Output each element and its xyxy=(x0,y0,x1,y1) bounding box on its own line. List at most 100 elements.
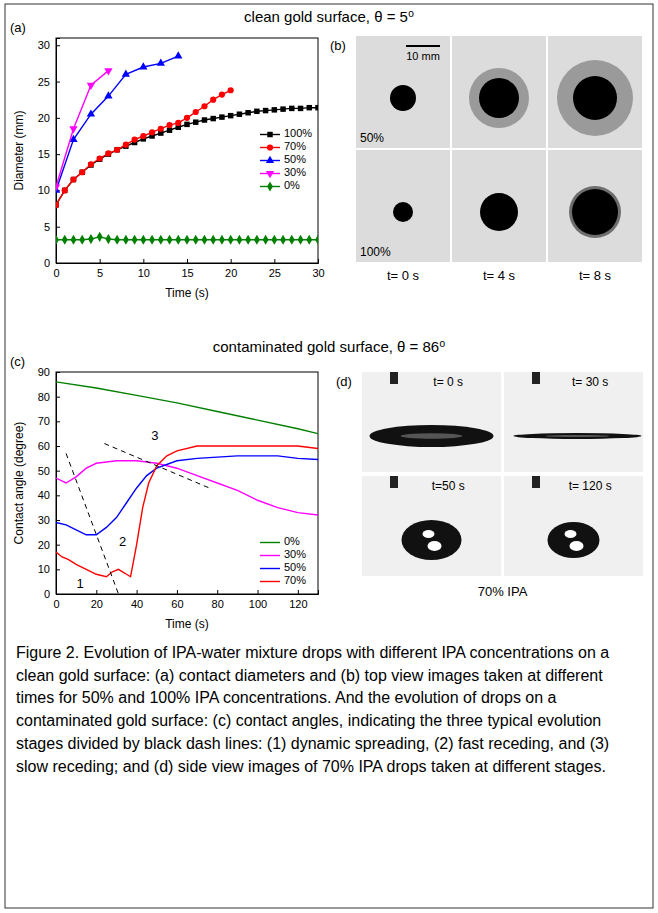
time-label: t=50 s xyxy=(432,479,465,493)
marker xyxy=(139,62,147,69)
tick: 10 xyxy=(138,259,150,279)
x-axis: 051015202530 xyxy=(53,259,324,279)
tick: 15 xyxy=(38,148,60,160)
tick: 0 xyxy=(44,588,60,600)
chart: 051015202530051015202530Time (s)Diameter… xyxy=(10,20,325,300)
photo xyxy=(548,150,642,262)
tick-label: 40 xyxy=(131,598,143,610)
needle xyxy=(390,476,398,488)
tick: 25 xyxy=(269,259,281,279)
marker xyxy=(70,176,76,182)
tick-mark xyxy=(318,259,319,263)
tick-mark xyxy=(137,590,138,594)
tick-label: 15 xyxy=(38,148,50,160)
tick-label: 0 xyxy=(44,588,50,600)
marker xyxy=(97,155,103,161)
tick-mark xyxy=(187,259,188,263)
tick-mark xyxy=(298,590,299,594)
series-line xyxy=(56,382,318,434)
marker xyxy=(263,108,268,113)
time-label: t= 4 s xyxy=(483,268,516,283)
legend-item: 50% xyxy=(260,153,306,165)
stage-divider xyxy=(104,444,209,488)
marker xyxy=(263,235,269,245)
legend-item: 0% xyxy=(260,179,300,191)
needle xyxy=(532,476,540,488)
marker xyxy=(71,177,76,182)
row-label: 50% xyxy=(360,131,384,145)
marker xyxy=(202,235,208,245)
tick-mark xyxy=(56,569,60,570)
photo-ground xyxy=(504,476,643,576)
tick: 25 xyxy=(38,76,60,88)
time-label: t= 8 s xyxy=(579,268,612,283)
spreading-film xyxy=(469,68,529,128)
photo xyxy=(452,36,546,148)
marker xyxy=(228,113,233,118)
marker xyxy=(228,235,234,245)
marker xyxy=(149,129,155,135)
tick-label: 15 xyxy=(181,267,193,279)
photo-ground xyxy=(362,476,501,576)
tick-mark xyxy=(56,372,60,373)
marker xyxy=(97,232,103,242)
tick-label: 60 xyxy=(171,598,183,610)
tick-mark xyxy=(56,471,60,472)
marker xyxy=(254,235,260,245)
tick-label: 30 xyxy=(312,267,324,279)
marker xyxy=(184,122,189,127)
tick-label: 20 xyxy=(38,112,50,124)
marker xyxy=(237,111,242,116)
legend-label: 0% xyxy=(284,179,300,191)
marker xyxy=(158,126,164,132)
series-line xyxy=(56,446,318,577)
stage-label: 1 xyxy=(77,576,84,591)
marker xyxy=(210,235,216,245)
chart: 0204060801001200102030405060708090Time (… xyxy=(10,354,319,631)
tick-mark xyxy=(143,259,144,263)
caption: Figure 2. Evolution of IPA-water mixture… xyxy=(16,642,640,778)
marker xyxy=(87,109,95,116)
marker xyxy=(123,235,129,245)
photo-ground xyxy=(548,36,642,148)
bubble xyxy=(565,530,577,538)
marker xyxy=(62,188,67,193)
photo-ground xyxy=(452,36,546,148)
series-line xyxy=(56,461,318,515)
tick: 20 xyxy=(38,539,60,551)
panel-label: (d) xyxy=(336,374,352,389)
photo-ground xyxy=(356,36,450,148)
time-label: t= 0 s xyxy=(387,268,420,283)
photo-ground xyxy=(504,372,643,472)
marker xyxy=(184,115,190,121)
tick-mark xyxy=(56,397,60,398)
tick: 10 xyxy=(38,184,60,196)
tick-label: 20 xyxy=(38,539,50,551)
marker xyxy=(132,235,138,245)
stage-label: 2 xyxy=(119,534,126,549)
marker xyxy=(245,235,251,245)
marker xyxy=(158,235,164,245)
marker xyxy=(105,150,111,156)
marker xyxy=(62,187,68,193)
marker xyxy=(202,117,207,122)
tick-label: 10 xyxy=(138,267,150,279)
marker xyxy=(193,235,199,245)
tick-mark xyxy=(56,495,60,496)
tick: 30 xyxy=(312,259,324,279)
legend-swatch xyxy=(260,581,280,582)
tick: 30 xyxy=(38,39,60,51)
tick-mark xyxy=(56,421,60,422)
marker xyxy=(140,133,146,139)
axis-line xyxy=(57,590,319,595)
marker xyxy=(306,235,312,245)
tick: 40 xyxy=(131,590,143,610)
tick: 20 xyxy=(91,590,103,610)
marker xyxy=(123,142,129,148)
tick-mark xyxy=(56,227,60,228)
marker xyxy=(122,69,130,76)
marker xyxy=(114,147,119,152)
marker xyxy=(88,234,94,244)
x-axis-title: Time (s) xyxy=(165,617,209,631)
marker xyxy=(105,234,111,244)
